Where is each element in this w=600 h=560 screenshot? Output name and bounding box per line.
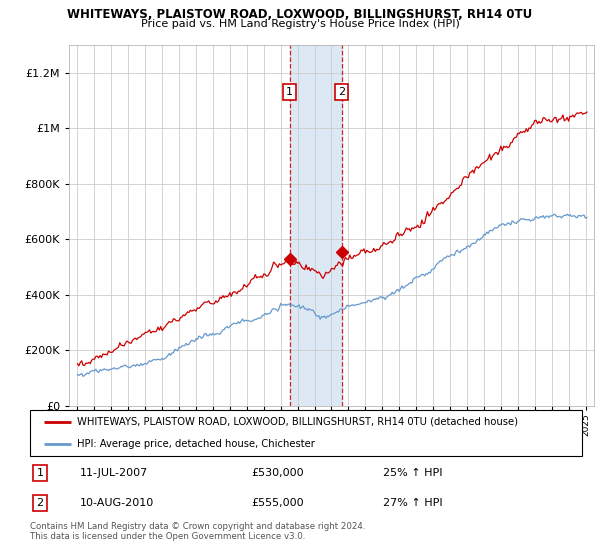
FancyBboxPatch shape [30, 410, 582, 456]
Text: Contains HM Land Registry data © Crown copyright and database right 2024.
This d: Contains HM Land Registry data © Crown c… [30, 522, 365, 542]
Text: 11-JUL-2007: 11-JUL-2007 [80, 468, 148, 478]
Text: £555,000: £555,000 [251, 498, 304, 508]
Text: HPI: Average price, detached house, Chichester: HPI: Average price, detached house, Chic… [77, 439, 315, 449]
Text: 2: 2 [37, 498, 43, 508]
Text: £530,000: £530,000 [251, 468, 304, 478]
Text: 2: 2 [338, 87, 346, 97]
Text: 10-AUG-2010: 10-AUG-2010 [80, 498, 154, 508]
Text: 1: 1 [37, 468, 43, 478]
Text: 27% ↑ HPI: 27% ↑ HPI [383, 498, 443, 508]
Bar [290, 45, 342, 406]
Text: WHITEWAYS, PLAISTOW ROAD, LOXWOOD, BILLINGSHURST, RH14 0TU: WHITEWAYS, PLAISTOW ROAD, LOXWOOD, BILLI… [67, 8, 533, 21]
Text: 25% ↑ HPI: 25% ↑ HPI [383, 468, 443, 478]
Text: 1: 1 [286, 87, 293, 97]
Text: Price paid vs. HM Land Registry's House Price Index (HPI): Price paid vs. HM Land Registry's House … [140, 19, 460, 29]
Text: WHITEWAYS, PLAISTOW ROAD, LOXWOOD, BILLINGSHURST, RH14 0TU (detached house): WHITEWAYS, PLAISTOW ROAD, LOXWOOD, BILLI… [77, 417, 518, 427]
